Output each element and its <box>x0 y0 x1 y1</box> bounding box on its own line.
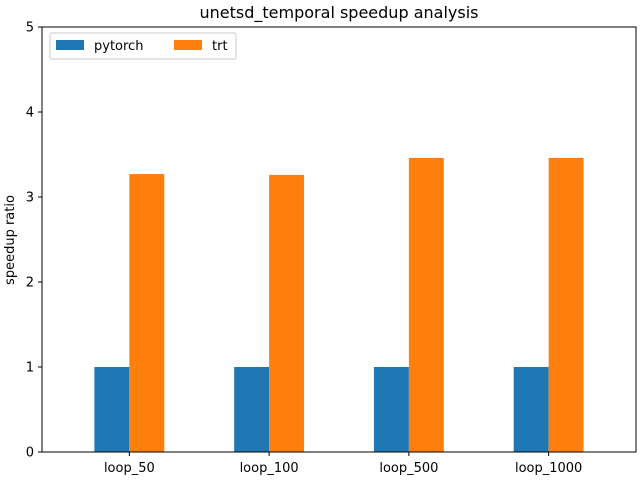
bar-trt-loop_1000 <box>548 157 584 452</box>
legend-box <box>49 32 237 60</box>
bar-trt-loop_500 <box>408 157 444 452</box>
plot-frame <box>41 26 637 453</box>
y-tick-label: 5 <box>26 21 34 36</box>
y-tick-label: 1 <box>26 361 34 376</box>
bars-group <box>94 157 584 453</box>
legend-label-trt: trt <box>212 39 228 54</box>
x-tick-label: loop_50 <box>104 461 155 476</box>
x-tick-label: loop_100 <box>240 461 299 476</box>
x-tick-label: loop_1000 <box>515 461 582 476</box>
bar-pytorch-loop_500 <box>373 367 409 452</box>
legend-swatch-pytorch <box>56 40 84 50</box>
legend-swatch-trt <box>174 40 202 50</box>
legend-label-pytorch: pytorch <box>94 39 143 54</box>
y-tick-label: 2 <box>26 276 34 291</box>
bar-pytorch-loop_100 <box>234 367 270 452</box>
bar-trt-loop_50 <box>129 174 165 453</box>
bar-trt-loop_100 <box>269 174 305 452</box>
y-tick-label: 4 <box>26 106 34 121</box>
bar-pytorch-loop_1000 <box>513 367 549 452</box>
chart-title: unetsd_temporal speedup analysis <box>200 3 479 23</box>
y-tick-label: 0 <box>26 446 34 461</box>
legend: pytorch trt <box>49 32 237 60</box>
x-tick-label: loop_500 <box>379 461 438 476</box>
y-axis-label: speedup ratio <box>3 195 18 285</box>
bar-pytorch-loop_50 <box>94 367 130 452</box>
y-tick-label: 3 <box>26 191 34 206</box>
axes-group: 0 1 2 3 4 5 loop_50 loop_100 loop_500 loop_1000 <box>26 21 637 476</box>
